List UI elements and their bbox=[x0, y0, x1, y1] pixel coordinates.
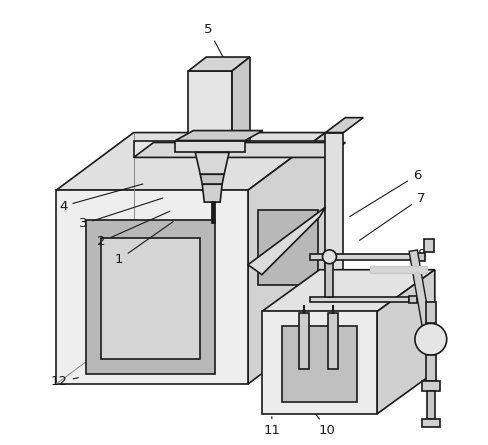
Polygon shape bbox=[309, 254, 417, 260]
Polygon shape bbox=[56, 190, 248, 384]
Polygon shape bbox=[325, 117, 363, 133]
Text: 9: 9 bbox=[423, 276, 433, 320]
Polygon shape bbox=[175, 141, 245, 153]
Polygon shape bbox=[134, 142, 346, 158]
Polygon shape bbox=[422, 381, 440, 391]
Text: 10: 10 bbox=[315, 413, 336, 437]
Polygon shape bbox=[134, 141, 325, 158]
Circle shape bbox=[415, 324, 447, 355]
Polygon shape bbox=[409, 295, 417, 303]
Polygon shape bbox=[248, 207, 325, 275]
Polygon shape bbox=[426, 355, 436, 381]
Polygon shape bbox=[202, 184, 222, 202]
Polygon shape bbox=[328, 313, 338, 369]
Circle shape bbox=[323, 250, 336, 264]
Polygon shape bbox=[377, 270, 435, 414]
Polygon shape bbox=[325, 260, 333, 296]
Polygon shape bbox=[299, 313, 308, 369]
Polygon shape bbox=[422, 419, 440, 427]
Polygon shape bbox=[262, 312, 377, 414]
Text: 5: 5 bbox=[204, 23, 239, 86]
Polygon shape bbox=[417, 253, 425, 261]
Polygon shape bbox=[309, 296, 409, 303]
Polygon shape bbox=[175, 130, 263, 141]
Polygon shape bbox=[232, 57, 250, 141]
Polygon shape bbox=[200, 174, 224, 184]
Text: 4: 4 bbox=[59, 184, 143, 213]
Polygon shape bbox=[86, 220, 215, 374]
Polygon shape bbox=[258, 210, 318, 285]
Polygon shape bbox=[427, 391, 435, 419]
Polygon shape bbox=[282, 326, 357, 402]
Text: 6: 6 bbox=[350, 169, 421, 217]
Polygon shape bbox=[56, 133, 325, 190]
Text: 2: 2 bbox=[97, 211, 170, 248]
Text: 8: 8 bbox=[410, 248, 425, 272]
Text: 3: 3 bbox=[79, 198, 163, 231]
Polygon shape bbox=[248, 133, 325, 384]
Text: 11: 11 bbox=[264, 417, 280, 437]
Polygon shape bbox=[325, 133, 344, 326]
Polygon shape bbox=[188, 57, 250, 71]
Text: 12: 12 bbox=[51, 376, 78, 388]
Polygon shape bbox=[426, 303, 436, 324]
Polygon shape bbox=[101, 238, 200, 359]
Text: 7: 7 bbox=[360, 192, 425, 240]
Polygon shape bbox=[262, 270, 435, 312]
Polygon shape bbox=[188, 71, 232, 141]
Polygon shape bbox=[195, 153, 229, 174]
Text: 1: 1 bbox=[115, 222, 173, 266]
Polygon shape bbox=[424, 239, 434, 252]
